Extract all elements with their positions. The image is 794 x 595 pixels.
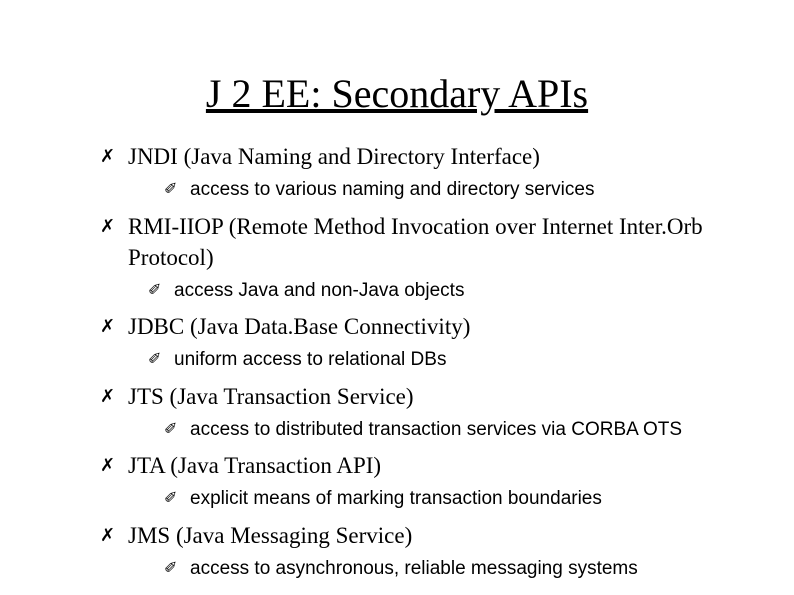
list-item: ✗ JMS (Java Messaging Service) ✐ access to …	[100, 520, 734, 584]
list-item: ✗ RMI-IIOP (Remote Method Invocation ove…	[100, 211, 734, 306]
sub-list: ✐ access to asynchronous, reliable messag…	[164, 555, 734, 584]
bullet-icon: ✗	[100, 214, 115, 238]
bullet-list: ✗ JNDI (Java Naming and Directory Interfa…	[100, 141, 734, 583]
list-item: ✗ JTS (Java Transaction Service) ✐ access t…	[100, 381, 734, 445]
list-item: ✗ JTA (Java Transaction API) ✐ explicit mea…	[100, 450, 734, 514]
sub-list: ✐ access to distributed transaction servi…	[164, 416, 734, 445]
bullet-icon: ✗	[100, 523, 115, 547]
sub-list-item: ✐ access to distributed transaction servi…	[164, 416, 734, 445]
sub-bullet-icon: ✐	[164, 487, 177, 511]
sub-list-item: ✐ access to various naming and directory …	[164, 176, 734, 205]
sub-list-item-text: access to various naming and directory s…	[190, 179, 594, 200]
sub-list: ✐ access to various naming and directory …	[164, 176, 734, 205]
slide: J 2 EE: Secondary APIs ✗ JNDI (Java Namin…	[0, 0, 794, 595]
bullet-icon: ✗	[100, 453, 115, 477]
sub-list-item-text: uniform access to relational DBs	[174, 349, 446, 370]
list-item-text: JMS (Java Messaging Service)	[128, 523, 412, 548]
list-item-text: RMI-IIOP (Remote Method Invocation over …	[128, 214, 703, 270]
list-item: ✗ JDBC (Java Data.Base Connectivity) ✐ unif…	[100, 311, 734, 375]
sub-list-item-text: access to asynchronous, reliable messagi…	[190, 558, 638, 579]
bullet-icon: ✗	[100, 144, 115, 168]
list-item-text: JDBC (Java Data.Base Connectivity)	[128, 314, 470, 339]
bullet-icon: ✗	[100, 314, 115, 338]
sub-bullet-icon: ✐	[164, 178, 177, 202]
sub-bullet-icon: ✐	[164, 418, 177, 442]
sub-bullet-icon: ✐	[148, 348, 161, 372]
list-item-text: JTA (Java Transaction API)	[128, 453, 381, 478]
sub-list: ✐ access Java and non-Java objects	[148, 277, 734, 306]
sub-list-item: ✐ uniform access to relational DBs	[148, 346, 734, 375]
sub-bullet-icon: ✐	[164, 557, 177, 581]
list-item: ✗ JNDI (Java Naming and Directory Interfa…	[100, 141, 734, 205]
sub-list: ✐ explicit means of marking transaction b…	[164, 485, 734, 514]
sub-list-item: ✐ access Java and non-Java objects	[148, 277, 734, 306]
sub-list: ✐ uniform access to relational DBs	[148, 346, 734, 375]
sub-bullet-icon: ✐	[148, 279, 161, 303]
bullet-icon: ✗	[100, 384, 115, 408]
list-item-text: JNDI (Java Naming and Directory Interfac…	[128, 144, 540, 169]
sub-list-item-text: access Java and non-Java objects	[174, 280, 464, 301]
sub-list-item: ✐ explicit means of marking transaction b…	[164, 485, 734, 514]
sub-list-item-text: access to distributed transaction servic…	[190, 419, 682, 440]
sub-list-item-text: explicit means of marking transaction bo…	[190, 488, 602, 509]
list-item-text: JTS (Java Transaction Service)	[128, 384, 414, 409]
sub-list-item: ✐ access to asynchronous, reliable messag…	[164, 555, 734, 584]
slide-title: J 2 EE: Secondary APIs	[60, 70, 734, 117]
